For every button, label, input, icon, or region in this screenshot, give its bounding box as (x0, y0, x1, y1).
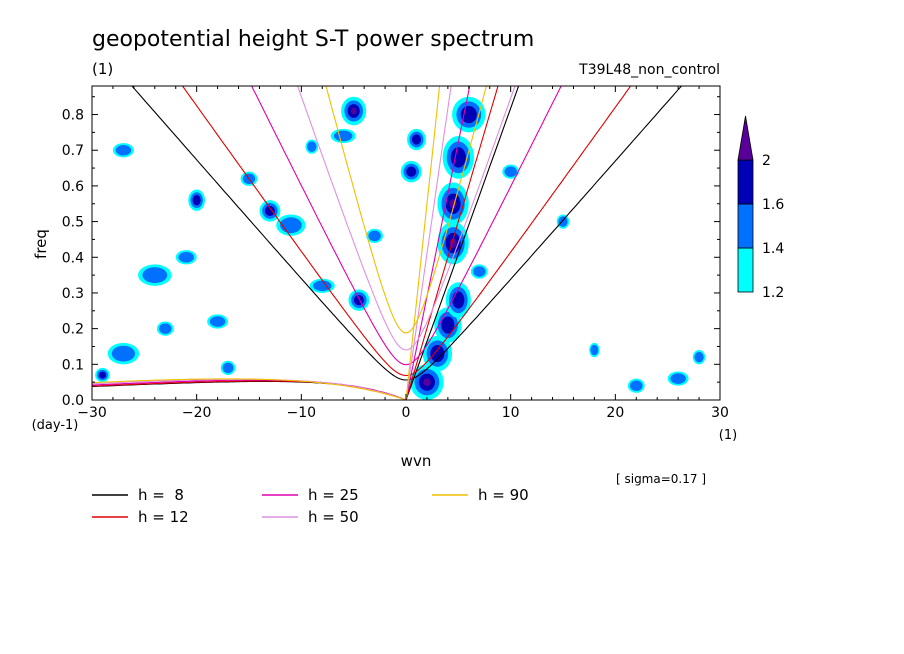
y-axis-label: freq (32, 229, 50, 259)
y-tick-label: 0.2 (62, 322, 84, 338)
contour-blob (98, 371, 106, 379)
series-line (405, 86, 520, 400)
legend-label: h = 90 (478, 486, 529, 504)
contour-blob (333, 130, 353, 142)
x-tick-label: −30 (77, 405, 107, 421)
y-tick-label: 0.4 (62, 250, 84, 266)
contour-blob (694, 351, 704, 363)
series-line (92, 378, 407, 400)
contour-blob (307, 141, 317, 152)
colorbar-label: 1.2 (762, 285, 784, 301)
colorbar-label: 1.6 (762, 197, 784, 213)
sigma-note: [ sigma=0.17 ] (616, 472, 706, 486)
colorbar-segment (737, 159, 754, 205)
legend-label: h = 25 (308, 486, 359, 504)
x-tick-label: −20 (182, 405, 212, 421)
x-axis-label: wvn (401, 452, 432, 470)
contour-blob (430, 345, 445, 363)
series-line (92, 379, 407, 400)
legend-label: h = 12 (138, 508, 189, 526)
series-line (251, 86, 562, 366)
contour-blob (504, 166, 517, 177)
contour-blob (350, 107, 357, 115)
y-tick-label: 0.5 (62, 215, 84, 231)
x-tick-label: 30 (711, 405, 729, 421)
contour-blob (222, 362, 234, 374)
contour-blob (111, 345, 136, 362)
series-line (131, 86, 683, 381)
x-tick-label: 10 (502, 405, 520, 421)
contour-blob (353, 294, 364, 306)
legend-label: h = 50 (308, 508, 359, 526)
plot-frame (91, 85, 721, 401)
colorbar-label: 2 (762, 153, 771, 169)
colorbar: 1.2 1.4 1.6 2 (737, 115, 784, 301)
x-tick-label: −10 (287, 405, 317, 421)
contour-blob (280, 217, 302, 234)
colorbar-label: 1.4 (762, 241, 784, 257)
contour-blob (159, 323, 172, 334)
y-tick-label: 0.0 (62, 393, 84, 409)
plot-area: −30 −20 −10 0 10 20 30 0.0 0.1 0.2 0.3 0.4 0.5 0.6 0.7… (62, 85, 729, 421)
series-line (405, 86, 499, 400)
x-tick-label: 20 (606, 405, 624, 421)
contour-blob (452, 291, 465, 309)
contour-blob (312, 280, 332, 292)
legend-label: h = 8 (138, 486, 184, 504)
contour-fill (95, 96, 706, 400)
contour-blob (178, 251, 194, 263)
chart-subtitle-left: (1) (92, 60, 113, 78)
chart-title: geopotential height S-T power spectrum (92, 27, 534, 52)
colorbar-segment (737, 247, 754, 293)
y-tick-label: 0.7 (62, 143, 84, 159)
contour-blob (423, 378, 431, 387)
contour-blob (670, 373, 686, 384)
contour-blob (406, 166, 417, 177)
contour-blob (590, 344, 599, 356)
contour-blob (411, 134, 421, 145)
series-line (325, 86, 487, 334)
contour-blob (192, 195, 201, 206)
series-line (296, 86, 516, 351)
contour-blob (368, 230, 381, 242)
y-tick-label: 0.6 (62, 179, 84, 195)
contour-blob (209, 316, 226, 327)
series-line (405, 86, 471, 400)
x-tick-label: 0 (402, 405, 411, 421)
legend: h = 8 h = 12 h = 25 h = 50 h = 90 (92, 486, 529, 526)
contour-blob (558, 216, 568, 227)
colorbar-segment (737, 203, 754, 249)
contour-blob (264, 205, 275, 217)
colorbar-arrow (737, 115, 754, 161)
contour-blob (142, 267, 168, 284)
y-unit-label: (day-1) (32, 418, 79, 433)
y-tick-label: 0.1 (62, 357, 84, 373)
y-tick-label: 0.8 (62, 108, 84, 124)
contour-blob (450, 147, 466, 168)
contour-blob (441, 316, 455, 334)
y-tick-label: 0.3 (62, 286, 84, 302)
series-line (92, 380, 407, 400)
series-line (92, 378, 407, 400)
series-line (181, 86, 632, 377)
chart-subtitle-right: T39L48_non_control (578, 62, 720, 78)
x-unit-label: (1) (719, 428, 737, 443)
contour-blob (115, 144, 132, 156)
dispersion-curves (92, 86, 683, 400)
contour-blob (473, 266, 486, 277)
contour-blob (630, 380, 643, 392)
